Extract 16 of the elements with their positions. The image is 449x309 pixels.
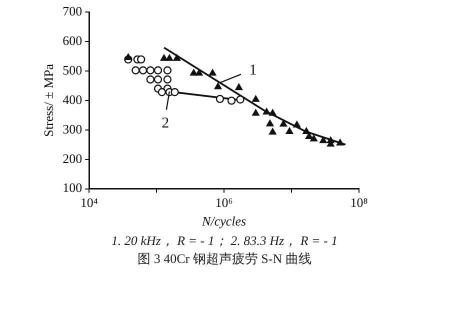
annotation: 1 — [249, 62, 257, 79]
y-tick-label: 200 — [62, 150, 82, 166]
annotation: 2 — [162, 115, 170, 132]
x-tick-label: 10⁴ — [80, 195, 98, 210]
y-tick-label: 300 — [62, 121, 82, 136]
caption: 图 3 40Cr 钢超声疲劳 S-N 曲线 — [136, 250, 312, 268]
x-tick-label: 10⁸ — [350, 195, 368, 210]
y-tick-label: 500 — [62, 62, 82, 78]
y-tick-label: 600 — [62, 32, 82, 48]
text: 1. 20 kHz， R = - 1； 2. 83.3 Hz， R = - 1 — [110, 232, 339, 250]
x-axis-title: N/cycles — [201, 214, 246, 229]
x-tick-label: 10⁶ — [215, 195, 233, 210]
y-tick-label: 700 — [62, 3, 82, 18]
y-tick-label: 100 — [62, 180, 82, 196]
y-axis-title: Stress/ ± MPa — [41, 64, 56, 137]
y-tick-label: 400 — [62, 92, 82, 107]
